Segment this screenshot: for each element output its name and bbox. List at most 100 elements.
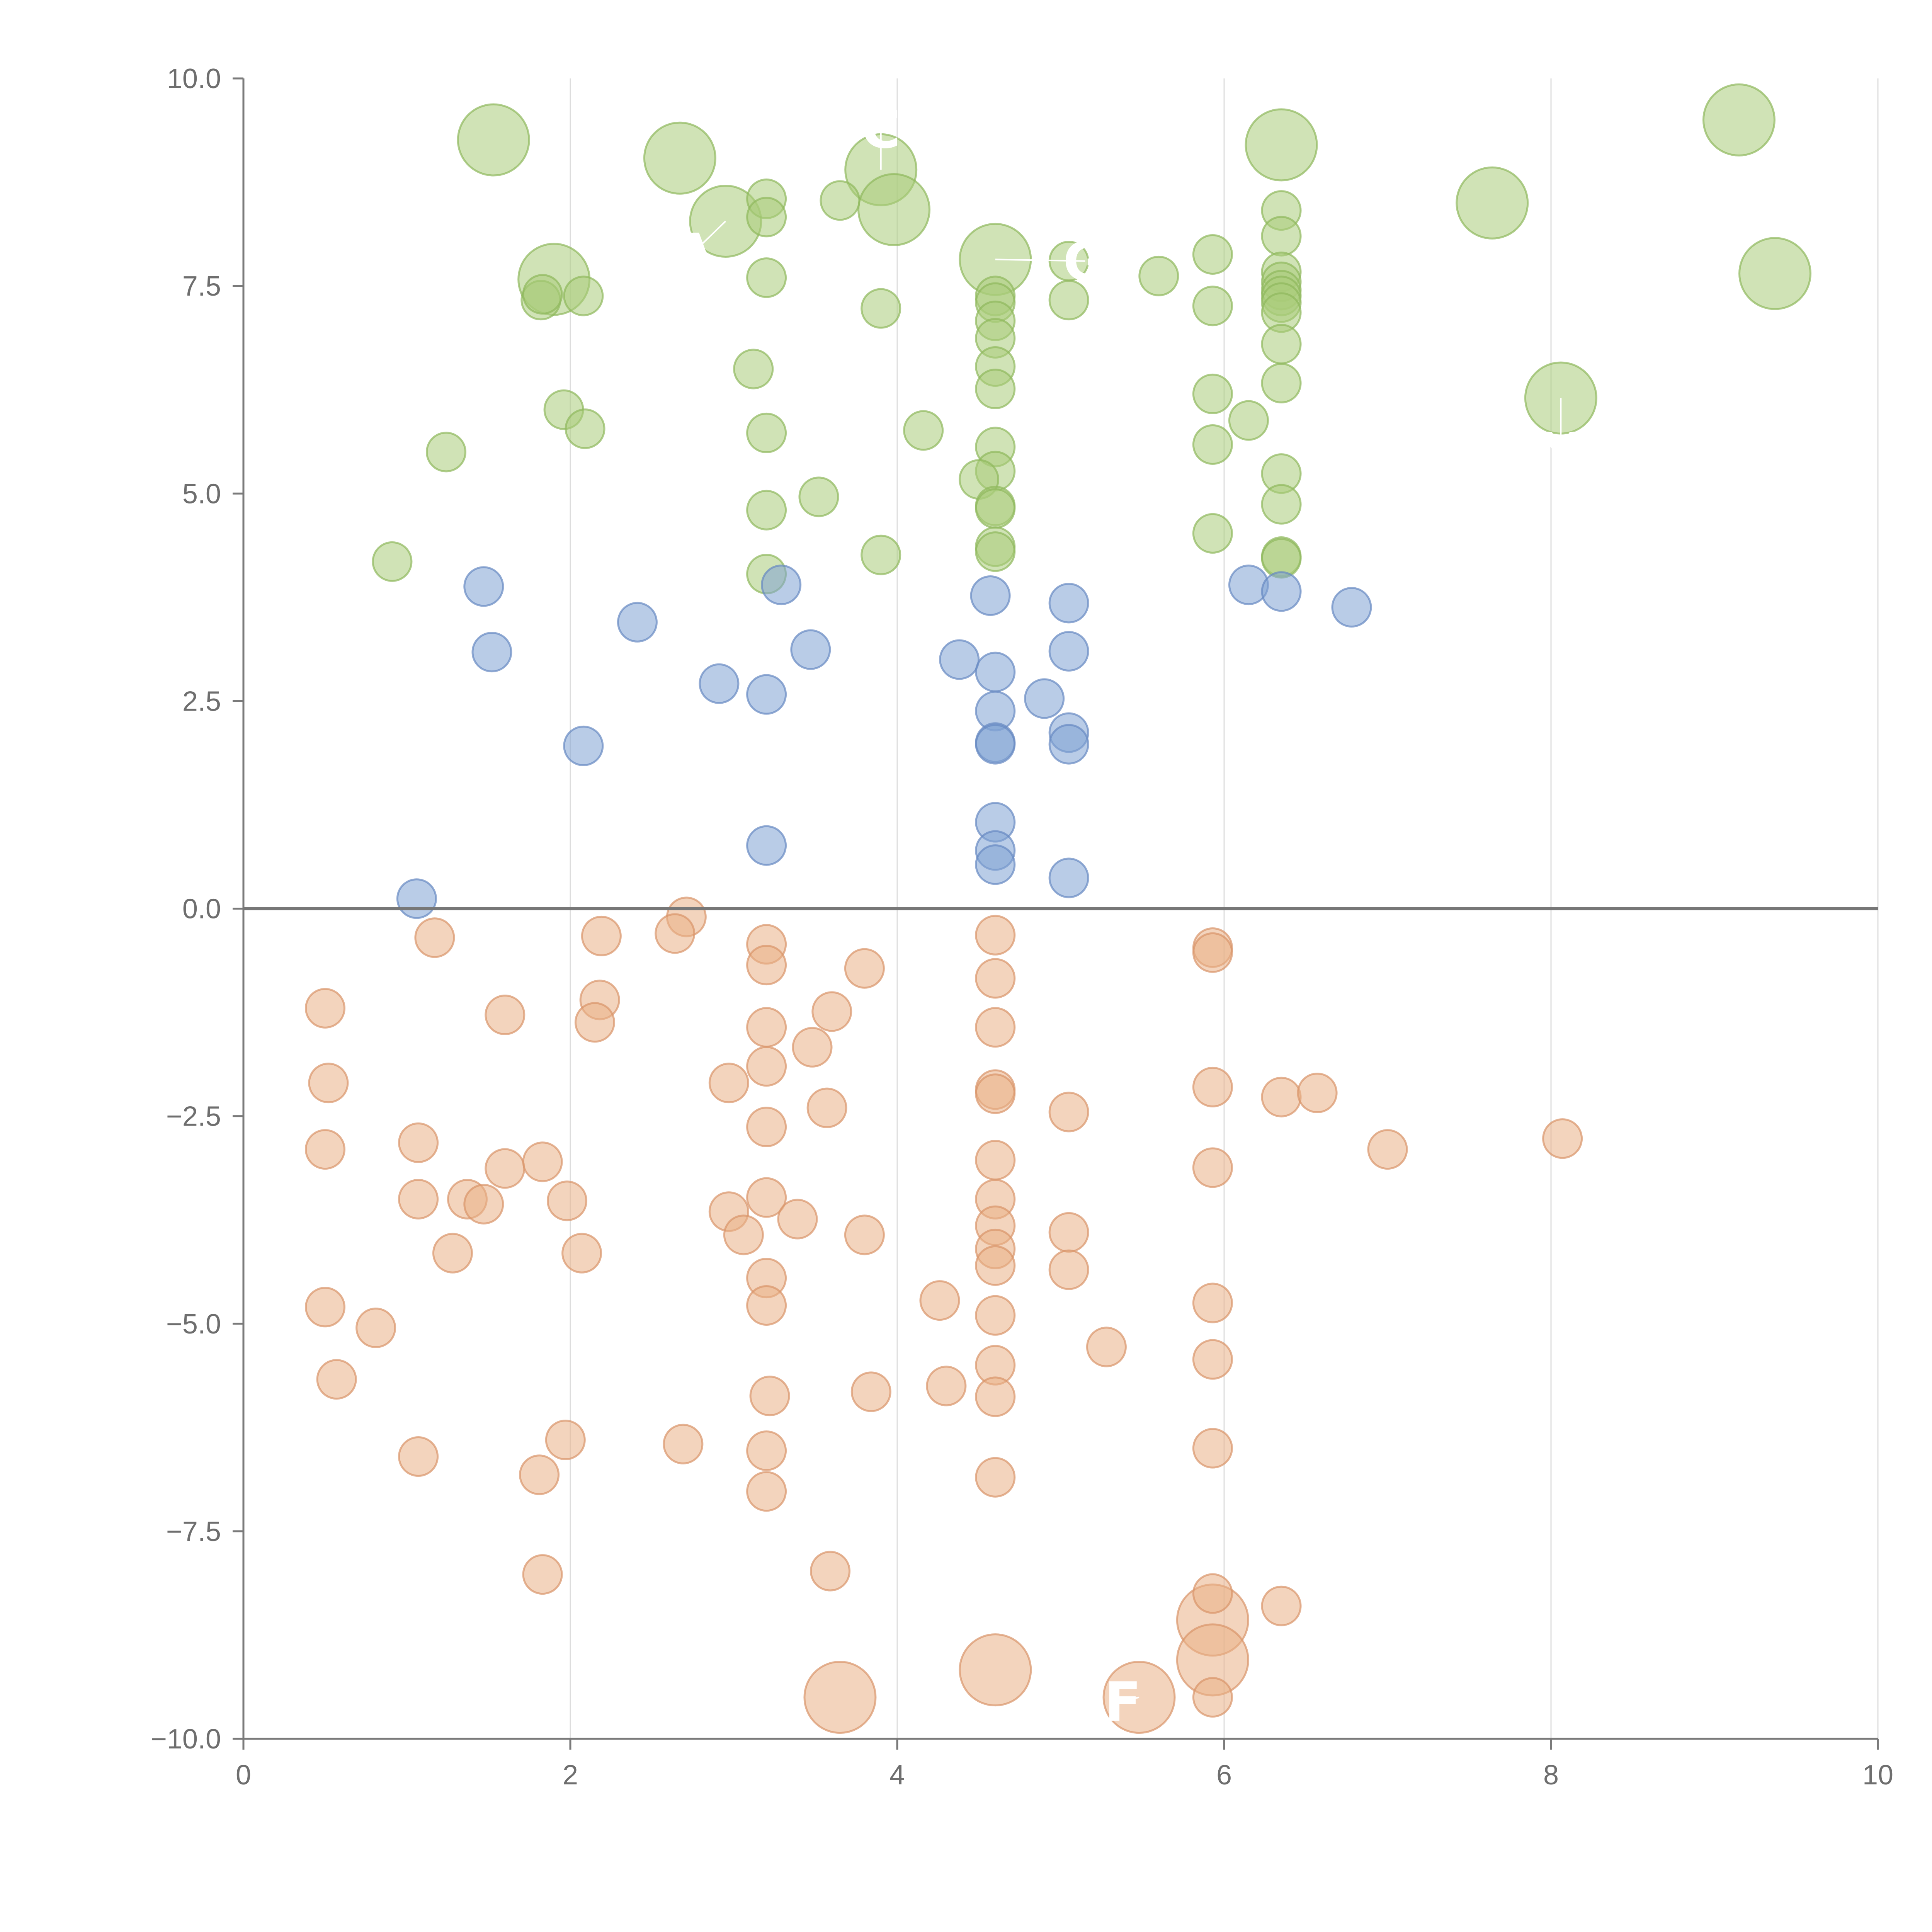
y-tick-label: −10.0: [151, 1724, 221, 1755]
data-point-high: [746, 490, 787, 531]
data-point-high: [565, 408, 605, 449]
data-point-high: [1138, 255, 1179, 296]
points-layer: [243, 83, 1878, 1734]
data-point-low: [926, 1366, 967, 1406]
data-point-high: [1192, 373, 1233, 414]
data-point-mid: [975, 651, 1016, 692]
data-point-low: [463, 1184, 504, 1225]
data-point-mid: [1048, 631, 1089, 672]
data-point-low: [806, 1087, 847, 1128]
data-point-mid: [939, 639, 980, 680]
data-point-low: [1192, 1282, 1233, 1323]
data-point-high: [1245, 108, 1318, 182]
x-tick-label: 0: [236, 1760, 251, 1791]
data-point-high: [798, 476, 839, 517]
data-point-low: [1086, 1327, 1127, 1367]
annotation-label: Y: [1541, 422, 1581, 485]
data-point-low: [746, 1285, 787, 1326]
data-point-high: [1048, 280, 1089, 321]
data-point-high: [372, 541, 413, 582]
data-point-low: [1192, 1147, 1233, 1188]
data-point-mid: [396, 878, 437, 919]
data-point-low: [746, 1107, 787, 1148]
data-point-low: [844, 948, 885, 989]
x-tick-label: 8: [1543, 1760, 1559, 1791]
data-point-low: [1192, 1677, 1233, 1718]
data-point-high: [563, 276, 604, 316]
data-point-low: [1261, 1585, 1302, 1626]
data-point-low: [1261, 1077, 1302, 1117]
annotation-leader: [995, 259, 1085, 262]
x-tick-label: 6: [1216, 1760, 1232, 1791]
data-point-high: [857, 173, 931, 246]
y-tick-label: 10.0: [167, 63, 221, 94]
data-point-low: [398, 1436, 439, 1477]
data-point-low: [663, 1423, 704, 1464]
data-point-low: [746, 1430, 787, 1471]
data-point-high: [1261, 324, 1302, 365]
data-point-mid: [761, 565, 802, 605]
data-point-low: [975, 1245, 1016, 1286]
data-point-low: [308, 1063, 349, 1104]
data-point-mid: [975, 724, 1016, 765]
data-point-high: [1228, 400, 1269, 441]
data-point-low: [708, 1063, 749, 1104]
data-point-high: [746, 257, 787, 298]
data-point-mid: [1048, 857, 1089, 898]
data-point-low: [975, 958, 1016, 999]
data-point-low: [485, 1148, 526, 1189]
data-point-mid: [790, 629, 831, 670]
data-point-low: [1192, 1066, 1233, 1107]
data-point-low: [547, 1180, 588, 1221]
data-point-low: [398, 1122, 439, 1163]
data-point-low: [316, 1359, 357, 1400]
data-point-low: [1192, 1339, 1233, 1380]
data-point-high: [1192, 234, 1233, 275]
data-point-low: [305, 1129, 345, 1170]
data-point-low: [545, 1420, 586, 1461]
data-point-low: [1048, 1249, 1089, 1290]
data-point-high: [1261, 216, 1302, 257]
data-point-low: [959, 1633, 1032, 1707]
data-point-high: [522, 274, 563, 315]
data-point-low: [919, 1280, 960, 1321]
data-point-mid: [463, 566, 504, 607]
data-point-mid: [617, 602, 658, 643]
data-point-high: [1261, 362, 1302, 403]
axes-layer: 0 2 4 6 8 10 10.0 7.5 5.0 2.5 0.0 −2.5 −5.0 −7.5 −10.0: [151, 63, 1893, 1791]
data-point-mid: [746, 825, 787, 866]
data-point-high: [746, 197, 787, 238]
y-tick-label: −5.0: [166, 1309, 221, 1340]
data-point-high: [975, 369, 1016, 410]
data-point-high: [861, 534, 901, 575]
data-point-high: [643, 121, 716, 195]
data-point-high: [1702, 83, 1776, 156]
data-point-mid: [1331, 587, 1372, 628]
data-point-low: [723, 1214, 764, 1255]
data-point-low: [811, 991, 852, 1032]
data-point-mid: [699, 663, 740, 704]
data-point-high: [1192, 513, 1233, 554]
data-point-high: [1192, 286, 1233, 327]
data-point-high: [457, 103, 530, 177]
data-point-high: [1192, 424, 1233, 465]
data-point-low: [432, 1233, 473, 1274]
y-tick-label: 7.5: [182, 271, 221, 302]
data-point-high: [1261, 484, 1302, 525]
data-point-low: [1192, 1573, 1233, 1614]
data-point-low: [305, 1287, 345, 1328]
data-point-low: [749, 1376, 790, 1417]
data-point-low: [1192, 932, 1233, 973]
data-point-low: [414, 917, 455, 958]
data-point-mid: [471, 632, 512, 673]
annotation-leader: [692, 221, 726, 253]
data-point-low: [746, 1471, 787, 1512]
annotation-label: C: [861, 98, 901, 161]
data-point-high: [820, 180, 861, 221]
data-point-low: [1048, 1212, 1089, 1253]
x-tick-label: 10: [1862, 1760, 1893, 1791]
data-point-high: [861, 288, 901, 329]
data-point-high: [975, 531, 1016, 572]
data-point-mid: [563, 725, 604, 766]
